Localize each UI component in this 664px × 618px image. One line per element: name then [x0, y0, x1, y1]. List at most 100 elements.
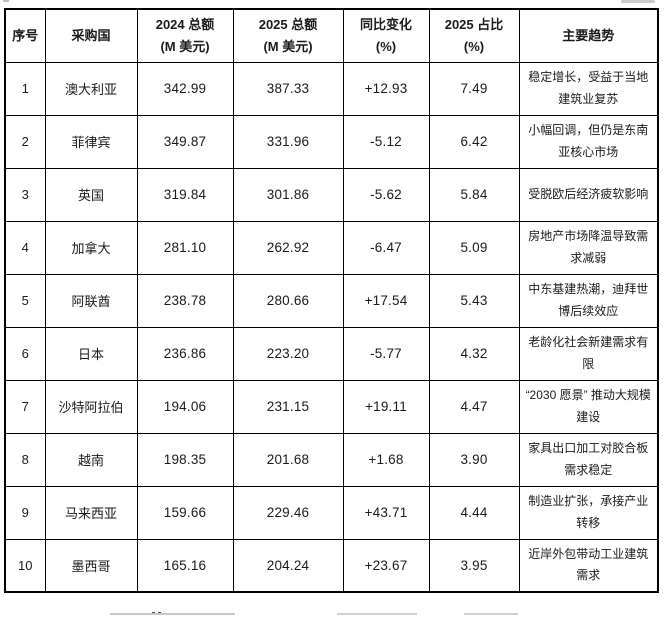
- cell-yoy-change: -5.62: [342, 167, 430, 222]
- cell-trend: 房地产市场降温导致需求减弱: [518, 220, 659, 275]
- cell-2025-total: 229.46: [232, 485, 344, 540]
- table-row: 5 阿联酋 238.78 280.66 +17.54 5.43 中东基建热潮，迪…: [4, 273, 659, 328]
- table-row: 2 菲律宾 349.87 331.96 -5.12 6.42 小幅回调，但仍是东…: [4, 114, 659, 169]
- cell-2025-total: 231.15: [232, 379, 344, 434]
- cell-country: 英国: [44, 167, 138, 222]
- header-2025-share-unit: (%): [463, 38, 485, 54]
- cell-2024-total: 281.10: [136, 220, 234, 275]
- cell-yoy-change: +17.54: [342, 273, 430, 328]
- table-row: 7 沙特阿拉伯 194.06 231.15 +19.11 4.47 “2030 …: [4, 379, 659, 434]
- header-2024-total-unit: (M 美元): [160, 38, 210, 54]
- header-no-label: 序号: [12, 28, 39, 44]
- cell-no: 8: [4, 432, 46, 487]
- header-2025-total: 2025 总额 (M 美元): [232, 8, 344, 63]
- header-yoy-change: 同比变化 (%): [342, 8, 430, 63]
- cell-2025-total: 387.33: [232, 61, 344, 116]
- cell-trend: 近岸外包带动工业建筑需求: [518, 538, 659, 593]
- cell-2024-total: 159.66: [136, 485, 234, 540]
- cell-no: 1: [4, 61, 46, 116]
- clipped-text-artifact: [464, 613, 518, 615]
- cell-country: 菲律宾: [44, 114, 138, 169]
- cell-2025-share: 3.90: [428, 432, 520, 487]
- cell-yoy-change: -5.77: [342, 326, 430, 381]
- cell-yoy-change: +43.71: [342, 485, 430, 540]
- table-row: 3 英国 319.84 301.86 -5.62 5.84 受脱欧后经济疲软影响: [4, 167, 659, 222]
- cell-yoy-change: +12.93: [342, 61, 430, 116]
- top-left-corner-artifact: [3, 0, 9, 2]
- cell-2025-share: 4.47: [428, 379, 520, 434]
- cell-2025-total: 201.68: [232, 432, 344, 487]
- cell-country: 沙特阿拉伯: [44, 379, 138, 434]
- cell-yoy-change: -6.47: [342, 220, 430, 275]
- cell-no: 7: [4, 379, 46, 434]
- cell-2024-total: 342.99: [136, 61, 234, 116]
- header-2025-share: 2025 占比 (%): [428, 8, 520, 63]
- cell-no: 2: [4, 114, 46, 169]
- table-row: 4 加拿大 281.10 262.92 -6.47 5.09 房地产市场降温导致…: [4, 220, 659, 275]
- cell-country: 越南: [44, 432, 138, 487]
- cell-country: 马来西亚: [44, 485, 138, 540]
- cell-2025-total: 301.86: [232, 167, 344, 222]
- cell-2024-total: 165.16: [136, 538, 234, 593]
- cell-2025-total: 331.96: [232, 114, 344, 169]
- cell-country: 加拿大: [44, 220, 138, 275]
- cell-2025-share: 4.44: [428, 485, 520, 540]
- cell-2025-share: 6.42: [428, 114, 520, 169]
- cell-no: 10: [4, 538, 46, 593]
- cell-2025-share: 4.32: [428, 326, 520, 381]
- cell-yoy-change: +19.11: [342, 379, 430, 434]
- header-yoy-change-unit: (%): [375, 38, 397, 54]
- cell-no: 9: [4, 485, 46, 540]
- cell-no: 6: [4, 326, 46, 381]
- cell-yoy-change: +1.68: [342, 432, 430, 487]
- cell-2025-share: 7.49: [428, 61, 520, 116]
- cell-2024-total: 238.78: [136, 273, 234, 328]
- header-2024-total-label: 2024 总额: [155, 17, 215, 33]
- cell-country: 日本: [44, 326, 138, 381]
- cell-2025-share: 3.95: [428, 538, 520, 593]
- cell-trend: “2030 愿景” 推动大规模建设: [518, 379, 659, 434]
- table-row: 8 越南 198.35 201.68 +1.68 3.90 家具出口加工对胶合板…: [4, 432, 659, 487]
- cell-yoy-change: -5.12: [342, 114, 430, 169]
- top-edge-scroll-artifact: [621, 0, 655, 3]
- cell-trend: 受脱欧后经济疲软影响: [518, 167, 659, 222]
- table-header-row: 序号 采购国 2024 总额 (M 美元) 2025 总额 (M 美元) 同比变…: [4, 8, 659, 63]
- purchasing-countries-table: 序号 采购国 2024 总额 (M 美元) 2025 总额 (M 美元) 同比变…: [4, 8, 659, 593]
- cell-trend: 中东基建热潮，迪拜世博后续效应: [518, 273, 659, 328]
- cell-2025-share: 5.43: [428, 273, 520, 328]
- header-yoy-change-label: 同比变化: [359, 17, 412, 33]
- cell-no: 4: [4, 220, 46, 275]
- table-row: 1 澳大利亚 342.99 387.33 +12.93 7.49 稳定增长，受益…: [4, 61, 659, 116]
- cell-2025-total: 262.92: [232, 220, 344, 275]
- cell-country: 澳大利亚: [44, 61, 138, 116]
- cell-2025-total: 204.24: [232, 538, 344, 593]
- header-2025-total-label: 2025 总额: [258, 17, 318, 33]
- cell-2024-total: 349.87: [136, 114, 234, 169]
- cell-trend: 稳定增长，受益于当地建筑业复苏: [518, 61, 659, 116]
- clipped-text-artifact: [110, 613, 235, 615]
- cell-trend: 家具出口加工对胶合板需求稳定: [518, 432, 659, 487]
- cell-trend: 制造业扩张，承接产业转移: [518, 485, 659, 540]
- clipped-text-artifact: [337, 613, 417, 615]
- header-2024-total: 2024 总额 (M 美元): [136, 8, 234, 63]
- cell-no: 5: [4, 273, 46, 328]
- header-country: 采购国: [44, 8, 138, 63]
- header-country-label: 采购国: [71, 28, 111, 44]
- cell-2024-total: 236.86: [136, 326, 234, 381]
- cell-2025-share: 5.09: [428, 220, 520, 275]
- cell-2025-total: 223.20: [232, 326, 344, 381]
- header-no: 序号: [4, 8, 46, 63]
- header-main-trends-label: 主要趋势: [562, 28, 615, 44]
- cell-trend: 小幅回调，但仍是东南亚核心市场: [518, 114, 659, 169]
- table-row: 6 日本 236.86 223.20 -5.77 4.32 老龄化社会新建需求有…: [4, 326, 659, 381]
- cell-country: 阿联酋: [44, 273, 138, 328]
- cell-2024-total: 194.06: [136, 379, 234, 434]
- cell-2024-total: 198.35: [136, 432, 234, 487]
- cell-2025-total: 280.66: [232, 273, 344, 328]
- header-2025-share-label: 2025 占比: [444, 17, 504, 33]
- header-main-trends: 主要趋势: [518, 8, 659, 63]
- cell-yoy-change: +23.67: [342, 538, 430, 593]
- cell-country: 墨西哥: [44, 538, 138, 593]
- table-row: 10 墨西哥 165.16 204.24 +23.67 3.95 近岸外包带动工…: [4, 538, 659, 593]
- cell-no: 3: [4, 167, 46, 222]
